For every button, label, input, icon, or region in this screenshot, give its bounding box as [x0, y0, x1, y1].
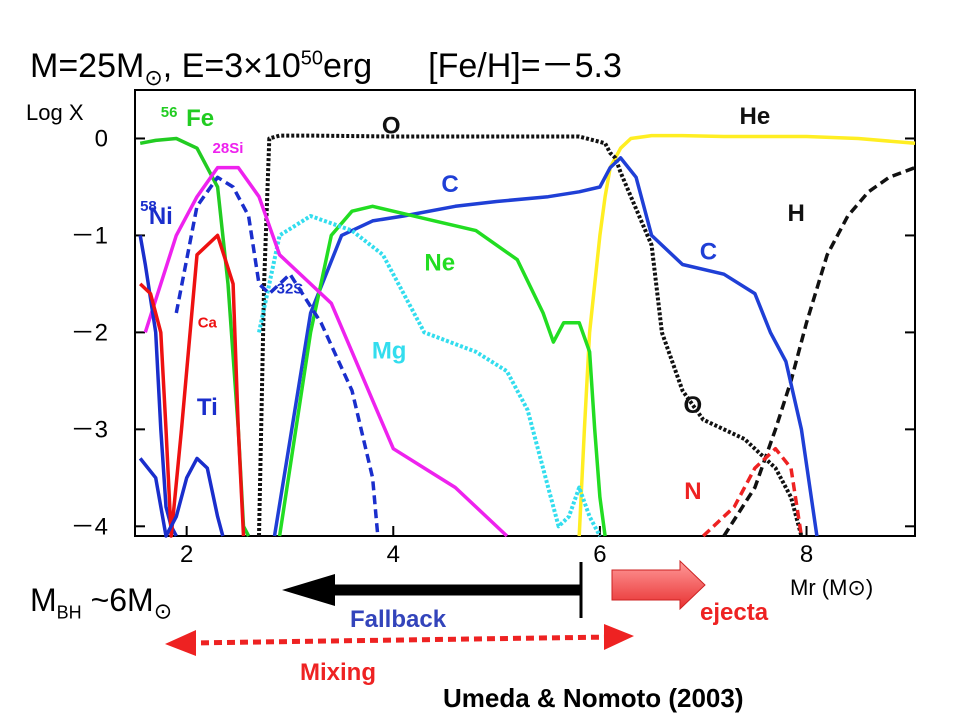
series-line-o: [257, 133, 804, 537]
species-label: O: [684, 392, 703, 419]
y-axis-label: Log X: [26, 100, 84, 125]
series-line-s: [174, 175, 380, 537]
y-axis: 0 －1 －2 －3 －4: [71, 125, 915, 540]
species-label: 58: [140, 198, 157, 215]
title-energy-unit: erg: [323, 47, 373, 85]
x-tick-label: 4: [387, 541, 400, 568]
y-tick-label: －2: [71, 319, 108, 346]
ejecta-label: ejecta: [700, 599, 769, 626]
species-label: 28Si: [213, 140, 244, 157]
series-line-ne: [277, 204, 607, 537]
mixing-arrow: [165, 624, 634, 656]
species-label: H: [788, 200, 805, 227]
series-line-ti: [138, 456, 225, 538]
species-label: C: [441, 171, 458, 198]
plot-frame: [134, 89, 916, 537]
mbh-sub: BH: [56, 602, 82, 623]
black-hole-mass: MBH ~6M⊙: [30, 582, 172, 624]
chart-title: M=25M⊙, E=3×1050erg [Fe/H]=－5.3: [30, 38, 622, 91]
x-axis-label: Mr (M⊙): [790, 575, 873, 600]
x-tick-label: 2: [180, 541, 193, 568]
series-line-si: [143, 165, 509, 538]
x-tick-label: 6: [593, 541, 606, 568]
title-metallicity: [Fe/H]=－5.3: [428, 47, 622, 85]
mbh-value: ~6M: [81, 582, 154, 618]
series-line-ca: [139, 233, 246, 538]
x-tick-label: 8: [800, 541, 813, 568]
series-line-mg: [257, 214, 602, 537]
species-label: Ne: [424, 249, 455, 276]
citation: Umeda & Nomoto (2003): [443, 683, 744, 713]
species-label: N: [684, 478, 701, 505]
species-label: O: [382, 113, 401, 140]
series-group: [138, 133, 916, 538]
series-line-c: [272, 156, 819, 537]
species-label: C: [700, 239, 717, 266]
species-label: Ti: [197, 394, 218, 421]
species-label: 32S: [277, 281, 304, 298]
x-axis: 2 4 6 8: [180, 526, 813, 568]
species-label: Ca: [198, 315, 218, 332]
sun-symbol: ⊙: [153, 598, 173, 624]
title-mass: M=25M: [30, 47, 145, 85]
y-tick-label: －3: [71, 416, 108, 443]
y-tick-label: －1: [71, 222, 108, 249]
mbh-m: M: [30, 582, 57, 618]
species-label: He: [740, 103, 771, 130]
title-energy-exponent: 50: [300, 47, 324, 70]
title-energy: , E=3×10: [162, 47, 301, 85]
sun-symbol: ⊙: [144, 64, 163, 90]
species-label: Fe: [186, 105, 214, 132]
species-label: Mg: [372, 338, 407, 365]
y-tick-label: －4: [71, 513, 108, 540]
fallback-arrow: [282, 562, 583, 618]
series-line-h: [722, 165, 916, 537]
species-label: Ni: [149, 203, 173, 230]
mixing-label: Mixing: [300, 659, 376, 686]
ejecta-arrow: [611, 559, 706, 611]
species-label: 56: [161, 104, 178, 121]
series-line-he: [577, 133, 916, 537]
y-tick-label: 0: [95, 125, 108, 152]
series-line-n: [702, 446, 804, 538]
fallback-label: Fallback: [350, 606, 447, 633]
